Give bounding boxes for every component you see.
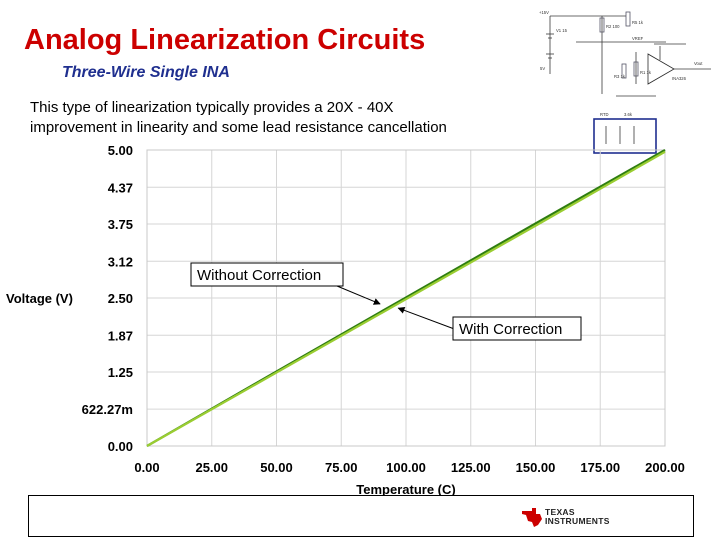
annotation-arrow (336, 285, 381, 305)
footer-box (28, 495, 694, 537)
slide-subtitle: Three-Wire Single INA (62, 64, 230, 81)
schematic-label: R1 1k (640, 70, 652, 75)
y-tick-label: 3.75 (108, 217, 133, 232)
schematic-label: R2 100 (606, 24, 620, 29)
x-tick-label: 125.00 (451, 460, 491, 475)
annotation-label: With Correction (459, 321, 562, 338)
texas-instruments-logo-icon (522, 508, 542, 527)
chart-axes: 0.00 25.00 50.00 75.00 100.00 125.00 150.00 175… (82, 143, 685, 475)
chart-series (146, 149, 666, 447)
logo-line-1: TEXAS (545, 507, 575, 517)
y-tick-label: 2.50 (108, 291, 133, 306)
schematic-label: VREF (632, 36, 644, 41)
x-tick-label: 0.00 (134, 460, 159, 475)
x-axis-label: Temperature (C) (356, 482, 455, 497)
schematic-label: Vout (694, 61, 703, 66)
schematic-label: R5 1k (632, 20, 644, 25)
schematic-label: V1 15 (556, 28, 568, 33)
schematic-label: INA326 (672, 76, 687, 81)
annotation-label: Without Correction (197, 267, 321, 284)
schematic-label: +15V (539, 10, 549, 15)
series-line-with-correction (146, 150, 666, 447)
description-line-1: This type of linearization typically pro… (30, 99, 394, 116)
y-tick-label: 1.87 (108, 328, 133, 343)
x-tick-label: 100.00 (386, 460, 426, 475)
slide-title: Analog Linearization Circuits (24, 24, 426, 56)
x-tick-label: 150.00 (516, 460, 556, 475)
x-tick-label: 25.00 (195, 460, 228, 475)
schematic-label: 3.6k (624, 112, 633, 117)
y-tick-label: 5.00 (108, 143, 133, 158)
schematic-label: RTD (600, 112, 609, 117)
y-tick-label: 0.00 (108, 439, 133, 454)
slide-description: This type of linearization typically pro… (30, 98, 530, 138)
y-tick-label: 3.12 (108, 254, 133, 269)
y-axis-label: Voltage (V) (6, 291, 73, 306)
schematic-label: R3 1k (614, 74, 626, 79)
schematic-label: 5V (540, 66, 545, 71)
chart-annotations: Without Correction With Correction (190, 262, 582, 341)
logo-line-2: INSTRUMENTS (545, 516, 610, 526)
x-tick-label: 75.00 (325, 460, 358, 475)
annotation-arrow (397, 306, 454, 329)
circuit-schematic-thumbnail: +15V V1 15 VREF 5V Vout INA326 R2 100 R1… (539, 10, 711, 154)
y-tick-label: 4.37 (108, 180, 133, 195)
x-tick-label: 50.00 (260, 460, 293, 475)
annotation-box (190, 262, 344, 287)
plot-area-frame (146, 149, 666, 447)
x-tick-label: 200.00 (645, 460, 685, 475)
texas-instruments-wordmark: TEXAS INSTRUMENTS (545, 508, 610, 526)
x-tick-label: 175.00 (580, 460, 620, 475)
y-tick-label: 1.25 (108, 365, 133, 380)
y-tick-label: 622.27m (82, 402, 133, 417)
description-line-2: improvement in linearity and some lead r… (30, 119, 447, 136)
